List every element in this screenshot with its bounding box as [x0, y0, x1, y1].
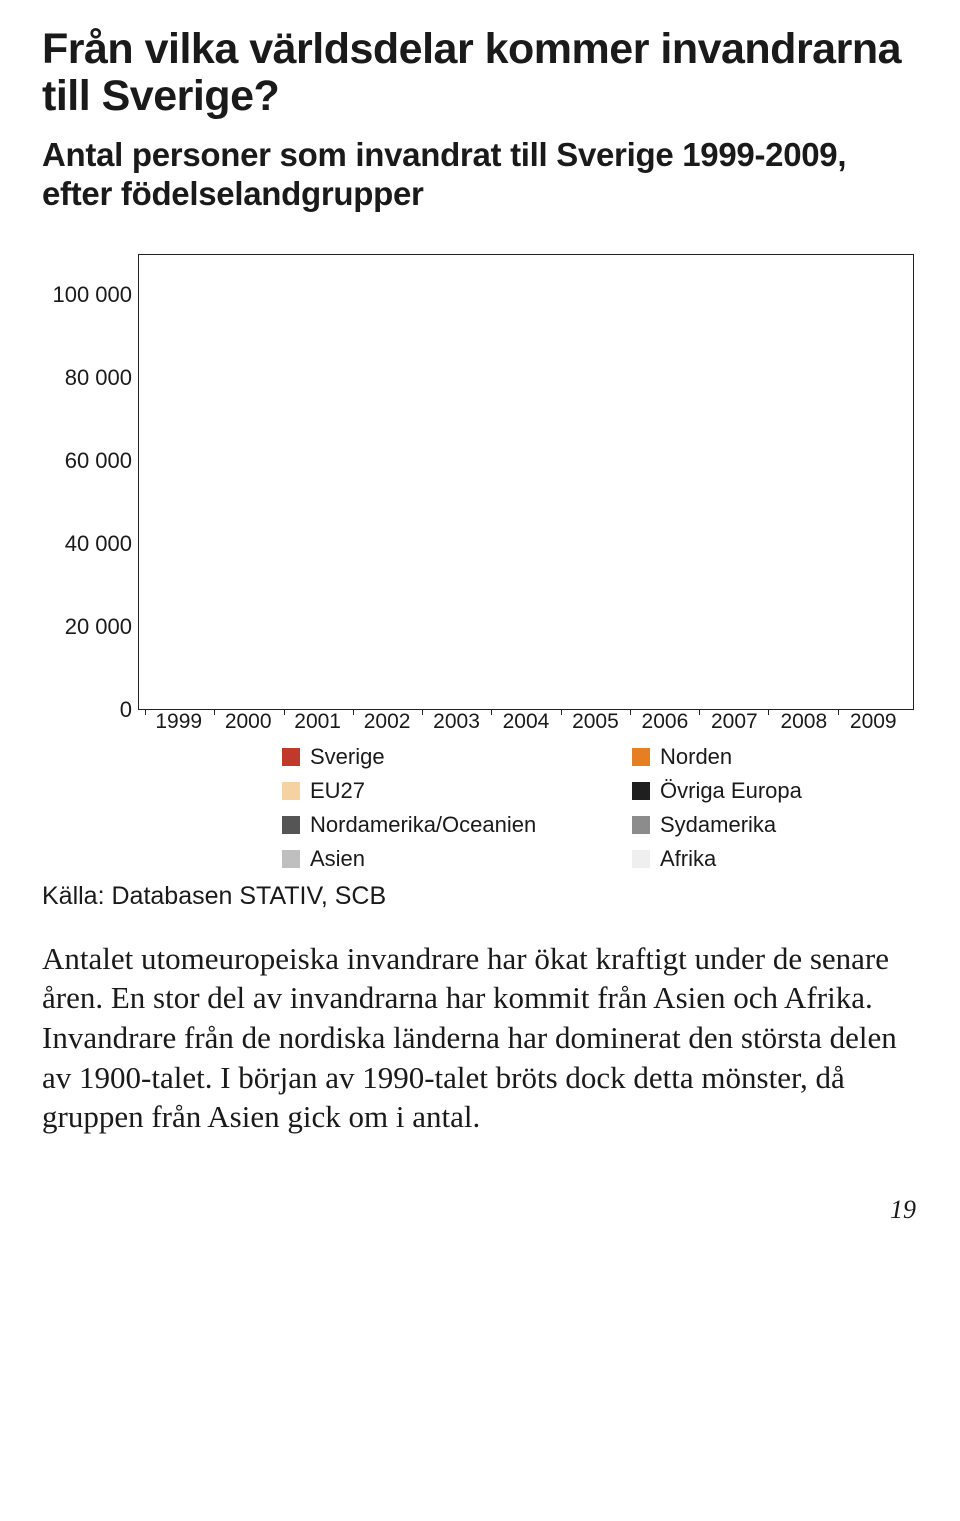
legend-swatch [632, 816, 650, 834]
bar-column [768, 255, 837, 709]
y-tick-label: 60 000 [65, 448, 132, 474]
legend-label: EU27 [310, 778, 365, 804]
x-tick-label: 2004 [491, 710, 560, 734]
bar-column [214, 255, 283, 709]
legend-item-na_oc: Nordamerika/Oceanien [282, 812, 612, 838]
y-tick-label: 100 000 [52, 282, 132, 308]
x-tick-label: 2007 [700, 710, 769, 734]
legend: Sverige Norden EU27 Övriga Europa Nordamerik… [282, 744, 918, 872]
legend-label: Nordamerika/Oceanien [310, 812, 536, 838]
y-tick-label: 0 [120, 697, 132, 723]
x-tick-label: 2000 [213, 710, 282, 734]
page-subtitle: Antal personer som invandrat till Sverig… [42, 135, 918, 214]
x-axis-labels: 1999200020012002200320042005200620072008… [138, 710, 914, 734]
source-note: Källa: Databasen STATIV, SCB [42, 882, 918, 911]
x-tick-label: 2006 [630, 710, 699, 734]
legend-label: Sverige [310, 744, 385, 770]
legend-item-sverige: Sverige [282, 744, 612, 770]
x-tick-label: 2005 [561, 710, 630, 734]
plot-area [138, 254, 914, 710]
legend-swatch [282, 782, 300, 800]
x-tick-label: 1999 [144, 710, 213, 734]
x-tick-label: 2008 [769, 710, 838, 734]
bar-column [353, 255, 422, 709]
bar-column [145, 255, 214, 709]
bar-column [284, 255, 353, 709]
legend-item-ovr_eu: Övriga Europa [632, 778, 960, 804]
page-number: 19 [42, 1195, 916, 1225]
body-paragraph: Antalet utomeuropeiska invandrare har ök… [42, 939, 918, 1137]
legend-item-norden: Norden [632, 744, 960, 770]
legend-item-afrika: Afrika [632, 846, 960, 872]
x-tick-label: 2003 [422, 710, 491, 734]
legend-swatch [632, 782, 650, 800]
bar-column [491, 255, 560, 709]
legend-item-asien: Asien [282, 846, 612, 872]
legend-item-eu27: EU27 [282, 778, 612, 804]
bar-column [838, 255, 907, 709]
bar-column [561, 255, 630, 709]
y-tick-label: 40 000 [65, 531, 132, 557]
bar-column [630, 255, 699, 709]
legend-swatch [632, 850, 650, 868]
bars-container [139, 255, 913, 709]
y-tick-label: 20 000 [65, 614, 132, 640]
x-tick-label: 2002 [352, 710, 421, 734]
x-tick-label: 2001 [283, 710, 352, 734]
bar-column [699, 255, 768, 709]
chart: 020 00040 00060 00080 000100 000 1999200… [46, 254, 914, 734]
y-tick-label: 80 000 [65, 365, 132, 391]
legend-label: Afrika [660, 846, 716, 872]
legend-label: Asien [310, 846, 365, 872]
legend-swatch [282, 850, 300, 868]
bar-column [422, 255, 491, 709]
x-tick-label: 2009 [839, 710, 908, 734]
legend-label: Norden [660, 744, 732, 770]
legend-swatch [632, 748, 650, 766]
legend-swatch [282, 816, 300, 834]
y-axis: 020 00040 00060 00080 000100 000 [46, 254, 138, 710]
legend-label: Övriga Europa [660, 778, 802, 804]
legend-swatch [282, 748, 300, 766]
legend-label: Sydamerika [660, 812, 776, 838]
page-title: Från vilka världsdelar kommer invandrarn… [42, 26, 918, 121]
legend-item-syd: Sydamerika [632, 812, 960, 838]
